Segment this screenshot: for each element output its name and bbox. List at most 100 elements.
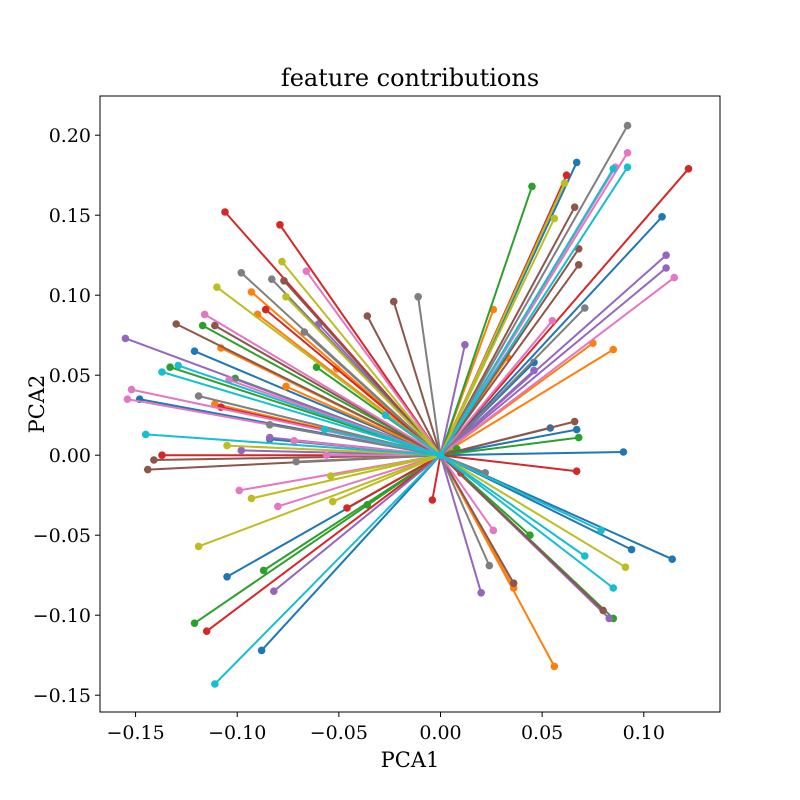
vector-endpoint-84 bbox=[274, 502, 282, 511]
vector-line-99 bbox=[439, 217, 556, 456]
vector-line-107 bbox=[332, 454, 441, 503]
x-tick-label: 0.00 bbox=[419, 722, 461, 744]
vector-line-75 bbox=[439, 276, 675, 456]
vector-endpoint-0 bbox=[619, 448, 628, 456]
vector-line-46 bbox=[206, 454, 442, 632]
vector-endpoint-69 bbox=[363, 312, 372, 320]
vector-line-105 bbox=[198, 454, 441, 548]
vector-endpoint-90 bbox=[485, 561, 494, 570]
vector-endpoint-33 bbox=[312, 363, 321, 372]
x-tick-label: −0.05 bbox=[310, 722, 368, 744]
vector-endpoint-103 bbox=[282, 293, 290, 301]
vector-endpoint-91 bbox=[414, 293, 422, 301]
y-tick-label: 0.10 bbox=[49, 285, 91, 307]
x-tick-label: −0.15 bbox=[106, 722, 164, 744]
vector-endpoint-46 bbox=[202, 627, 211, 635]
vector-endpoint-25 bbox=[574, 433, 583, 442]
vector-endpoint-113 bbox=[609, 584, 618, 592]
vector-line-61 bbox=[439, 264, 580, 456]
vector-line-25 bbox=[440, 436, 579, 457]
vector-endpoint-75 bbox=[670, 273, 679, 282]
vector-endpoint-66 bbox=[172, 320, 181, 328]
chart-title: feature contributions bbox=[281, 64, 539, 92]
y-tick-label: 0.20 bbox=[49, 125, 91, 147]
vector-endpoint-114 bbox=[141, 430, 150, 439]
vector-endpoint-9 bbox=[257, 646, 266, 655]
vector-endpoint-101 bbox=[213, 283, 221, 292]
plot-area bbox=[121, 121, 693, 688]
vector-endpoint-53 bbox=[477, 589, 485, 597]
vector-endpoint-110 bbox=[609, 165, 618, 173]
vector-line-52 bbox=[439, 344, 466, 456]
vector-line-22 bbox=[285, 385, 441, 457]
vector-endpoint-64 bbox=[509, 579, 518, 587]
vector-endpoint-118 bbox=[320, 425, 329, 434]
vector-endpoint-105 bbox=[194, 542, 203, 551]
vector-endpoint-57 bbox=[270, 587, 278, 595]
vector-endpoint-17 bbox=[550, 662, 559, 671]
vector-endpoint-35 bbox=[259, 566, 268, 575]
vector-line-37 bbox=[439, 168, 690, 456]
vector-line-13 bbox=[439, 348, 614, 457]
vector-line-114 bbox=[145, 433, 441, 457]
vector-endpoint-41 bbox=[428, 496, 437, 504]
vector-endpoint-55 bbox=[121, 334, 130, 343]
vector-endpoint-61 bbox=[574, 261, 583, 269]
vector-line-102 bbox=[281, 260, 442, 456]
vector-endpoint-106 bbox=[247, 494, 256, 503]
vector-line-53 bbox=[439, 454, 483, 594]
vector-line-65 bbox=[439, 454, 604, 612]
vector-line-98 bbox=[439, 182, 566, 456]
vector-endpoint-80 bbox=[127, 385, 136, 394]
vector-endpoint-111 bbox=[597, 526, 605, 535]
vector-line-112 bbox=[439, 454, 586, 557]
vector-endpoint-98 bbox=[560, 179, 569, 187]
vector-endpoint-71 bbox=[150, 456, 158, 464]
vector-endpoint-50 bbox=[662, 264, 670, 272]
vector-line-113 bbox=[439, 454, 614, 589]
vector-line-4 bbox=[439, 216, 663, 456]
x-tick-label: −0.10 bbox=[208, 722, 266, 744]
vector-endpoint-99 bbox=[550, 214, 559, 223]
vector-endpoint-85 bbox=[290, 437, 298, 445]
vector-endpoint-45 bbox=[158, 451, 166, 460]
vector-endpoint-74 bbox=[623, 149, 632, 157]
vector-line-117 bbox=[214, 454, 442, 685]
vector-endpoint-28 bbox=[526, 531, 534, 539]
vector-endpoint-26 bbox=[528, 182, 536, 191]
vector-line-78 bbox=[204, 313, 442, 457]
vector-endpoint-70 bbox=[389, 297, 398, 306]
vector-endpoint-77 bbox=[489, 526, 498, 535]
vector-line-1 bbox=[440, 428, 577, 457]
x-axis: −0.15 −0.10 −0.05 0.00 0.05 0.10 bbox=[106, 712, 665, 744]
vector-endpoint-93 bbox=[267, 275, 276, 284]
vector-endpoint-43 bbox=[276, 221, 284, 229]
vector-endpoint-56 bbox=[237, 446, 246, 455]
vector-line-68 bbox=[283, 280, 442, 456]
vector-line-97 bbox=[303, 331, 442, 456]
x-axis-label: PCA1 bbox=[381, 748, 440, 772]
vector-endpoint-47 bbox=[343, 504, 351, 512]
vector-line-111 bbox=[440, 454, 602, 532]
vector-line-119 bbox=[385, 414, 442, 457]
vector-endpoint-11 bbox=[190, 347, 199, 356]
vector-endpoint-117 bbox=[211, 680, 219, 688]
vector-endpoint-31 bbox=[166, 363, 174, 372]
y-tick-label: −0.10 bbox=[33, 605, 91, 627]
vector-line-64 bbox=[439, 454, 515, 584]
vector-endpoint-38 bbox=[562, 171, 571, 179]
vector-line-88 bbox=[439, 307, 586, 456]
vector-line-87 bbox=[439, 125, 629, 456]
vector-line-50 bbox=[439, 267, 667, 456]
vector-line-0 bbox=[440, 451, 624, 457]
vector-endpoint-78 bbox=[200, 310, 209, 319]
vector-endpoint-5 bbox=[572, 158, 581, 167]
vector-line-118 bbox=[324, 428, 441, 457]
vector-line-96 bbox=[296, 454, 441, 463]
axes-frame bbox=[99, 95, 721, 713]
vector-endpoint-30 bbox=[198, 321, 207, 330]
vector-endpoint-7 bbox=[627, 545, 636, 554]
vector-line-110 bbox=[439, 168, 615, 456]
vector-endpoint-54 bbox=[605, 614, 614, 623]
